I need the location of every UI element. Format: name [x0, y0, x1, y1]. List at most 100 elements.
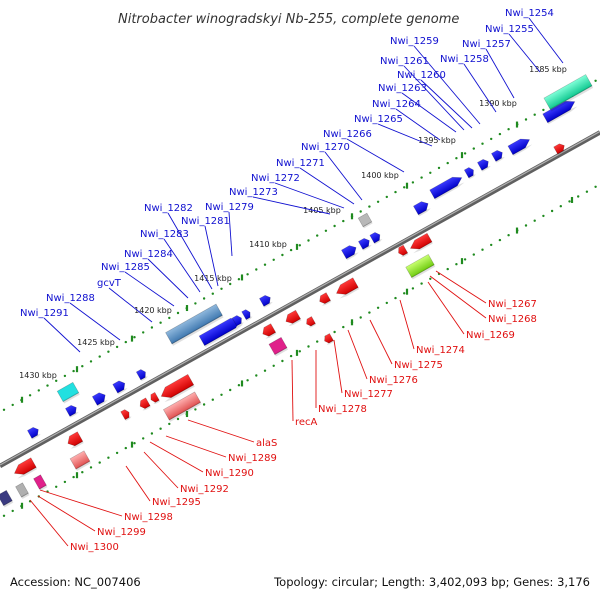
gene-reverse-grey-block[interactable]: [15, 482, 30, 500]
gene-forward-9[interactable]: [358, 237, 372, 251]
gene-reverse-magenta-small[interactable]: [33, 474, 48, 492]
gene-reverse-2[interactable]: [408, 232, 433, 254]
gene-label-nwi-1290[interactable]: Nwi_1290: [205, 468, 254, 479]
leader-line-nwi-1267: [435, 270, 487, 304]
gene-forward-steel-block[interactable]: [165, 303, 224, 346]
gene-forward-4[interactable]: [477, 158, 491, 172]
gene-label-nwi-1300[interactable]: Nwi_1300: [70, 542, 119, 553]
gene-label-nwi-1279[interactable]: Nwi_1279: [205, 202, 254, 213]
gene-forward-6[interactable]: [429, 173, 465, 201]
gene-label-nwi-1266[interactable]: Nwi_1266: [323, 129, 372, 140]
tick-dot-inner: [220, 393, 223, 396]
tick-dot-outer: [455, 157, 458, 160]
gene-label-nwi-1255[interactable]: Nwi_1255: [485, 24, 534, 35]
tick-dot-inner: [429, 277, 432, 280]
gene-reverse-11[interactable]: [138, 397, 151, 412]
tick-dot-inner: [72, 475, 75, 479]
gene-label-nwi-1284[interactable]: Nwi_1284: [124, 249, 173, 260]
gene-reverse-13[interactable]: [120, 408, 132, 422]
gene-label-nwi-1261[interactable]: Nwi_1261: [380, 56, 429, 67]
gene-label-nwi-1254[interactable]: Nwi_1254: [505, 8, 554, 19]
gene-label-nwi-1264[interactable]: Nwi_1264: [372, 99, 421, 110]
gene-label-nwi-1282[interactable]: Nwi_1282: [144, 203, 193, 214]
gene-reverse-7[interactable]: [260, 323, 277, 340]
gene-label-nwi-1258[interactable]: Nwi_1258: [440, 54, 489, 65]
gene-forward-3[interactable]: [491, 149, 505, 163]
gene-reverse-8[interactable]: [305, 316, 317, 329]
gene-label-nwi-1273[interactable]: Nwi_1273: [229, 187, 278, 198]
gene-reverse-lime-block[interactable]: [405, 253, 436, 280]
gene-label-nwi-1268[interactable]: Nwi_1268: [488, 314, 537, 325]
gene-label-nwi-1265[interactable]: Nwi_1265: [354, 114, 403, 125]
gene-forward-19[interactable]: [27, 426, 41, 440]
gene-label-nwi-1291[interactable]: Nwi_1291: [20, 308, 69, 319]
gene-forward-8[interactable]: [341, 243, 359, 261]
topology-label: Topology: circular; Length: 3,402,093 bp…: [273, 575, 590, 589]
gene-forward-14[interactable]: [241, 308, 253, 322]
gene-label-nwi-1278[interactable]: Nwi_1278: [318, 404, 367, 415]
leader-line-nwi-1269: [427, 281, 465, 335]
gene-reverse-14[interactable]: [65, 431, 84, 450]
gene-reverse-5[interactable]: [317, 292, 332, 307]
gene-label-nwi-1288[interactable]: Nwi_1288: [46, 293, 95, 304]
gene-reverse-10[interactable]: [158, 373, 195, 403]
gene-forward-cyan-block[interactable]: [56, 381, 80, 404]
gene-label-nwi-1267[interactable]: Nwi_1267: [488, 299, 537, 310]
gene-forward-grey-block[interactable]: [357, 212, 373, 229]
gene-label-nwi-1274[interactable]: Nwi_1274: [416, 345, 465, 356]
gene-forward-2[interactable]: [507, 135, 533, 157]
gene-forward-rna-teal[interactable]: [543, 74, 594, 112]
gene-forward-17[interactable]: [135, 368, 148, 382]
gene-label-nwi-1283[interactable]: Nwi_1283: [140, 229, 189, 240]
gene-label-nwi-1292[interactable]: Nwi_1292: [180, 484, 229, 495]
gene-label-nwi-1295[interactable]: Nwi_1295: [152, 497, 201, 508]
gene-label-nwi-1271[interactable]: Nwi_1271: [276, 158, 325, 169]
gene-reverse-6[interactable]: [283, 309, 302, 327]
tick-dot-inner: [577, 195, 580, 198]
gene-label-nwi-1298[interactable]: Nwi_1298: [124, 512, 173, 523]
gene-reverse-9[interactable]: [323, 333, 335, 346]
gene-reverse-3[interactable]: [396, 244, 409, 258]
gene-label-nwi-1257[interactable]: Nwi_1257: [462, 39, 511, 50]
leader-line-nwi-1260: [420, 79, 473, 129]
tick-dot-inner: [211, 398, 214, 401]
gene-forward-5[interactable]: [463, 166, 476, 180]
gene-forward-18[interactable]: [65, 404, 79, 418]
gene-reverse-1[interactable]: [553, 142, 567, 156]
gene-label-reca[interactable]: recA: [295, 417, 318, 428]
gene-reverse-magenta-block[interactable]: [268, 336, 289, 357]
gene-forward-7[interactable]: [413, 199, 431, 217]
gene-label-nwi-1277[interactable]: Nwi_1277: [344, 389, 393, 400]
gene-reverse-salmon-small[interactable]: [69, 450, 91, 471]
gene-label-nwi-1272[interactable]: Nwi_1272: [251, 173, 300, 184]
gene-label-nwi-1275[interactable]: Nwi_1275: [394, 360, 443, 371]
gene-forward-16[interactable]: [112, 379, 128, 395]
tick-dot-inner: [55, 485, 58, 488]
gene-forward-13[interactable]: [231, 314, 244, 328]
gene-label-alas[interactable]: alaS: [256, 438, 277, 449]
gene-label-nwi-1299[interactable]: Nwi_1299: [97, 527, 146, 538]
gene-forward-11[interactable]: [259, 294, 273, 308]
gene-label-nwi-1285[interactable]: Nwi_1285: [101, 262, 150, 273]
gene-label-nwi-1263[interactable]: Nwi_1263: [378, 83, 427, 94]
gene-forward-navy-block[interactable]: [0, 489, 14, 508]
gene-label-gcvt[interactable]: gcvT: [97, 278, 122, 289]
gene-reverse-12[interactable]: [149, 391, 161, 405]
gene-forward-15[interactable]: [91, 391, 108, 407]
tick-dot-outer: [2, 408, 6, 411]
gene-reverse-salmon-block[interactable]: [162, 391, 202, 422]
gene-label-nwi-1289[interactable]: Nwi_1289: [228, 453, 277, 464]
gene-label-nwi-1270[interactable]: Nwi_1270: [301, 142, 350, 153]
gene-reverse-4[interactable]: [334, 277, 360, 300]
gene-label-nwi-1276[interactable]: Nwi_1276: [369, 375, 418, 386]
tick-dot-outer: [28, 394, 32, 397]
gene-forward-10[interactable]: [369, 231, 383, 245]
gene-reverse-15[interactable]: [12, 457, 38, 480]
gene-forward-1[interactable]: [542, 97, 578, 125]
tick-dot-outer: [403, 186, 406, 189]
gene-label-nwi-1259[interactable]: Nwi_1259: [390, 36, 439, 47]
leader-line-nwi-1255: [508, 33, 541, 73]
gene-label-nwi-1260[interactable]: Nwi_1260: [397, 70, 446, 81]
gene-label-nwi-1281[interactable]: Nwi_1281: [181, 216, 230, 227]
gene-label-nwi-1269[interactable]: Nwi_1269: [466, 330, 515, 341]
